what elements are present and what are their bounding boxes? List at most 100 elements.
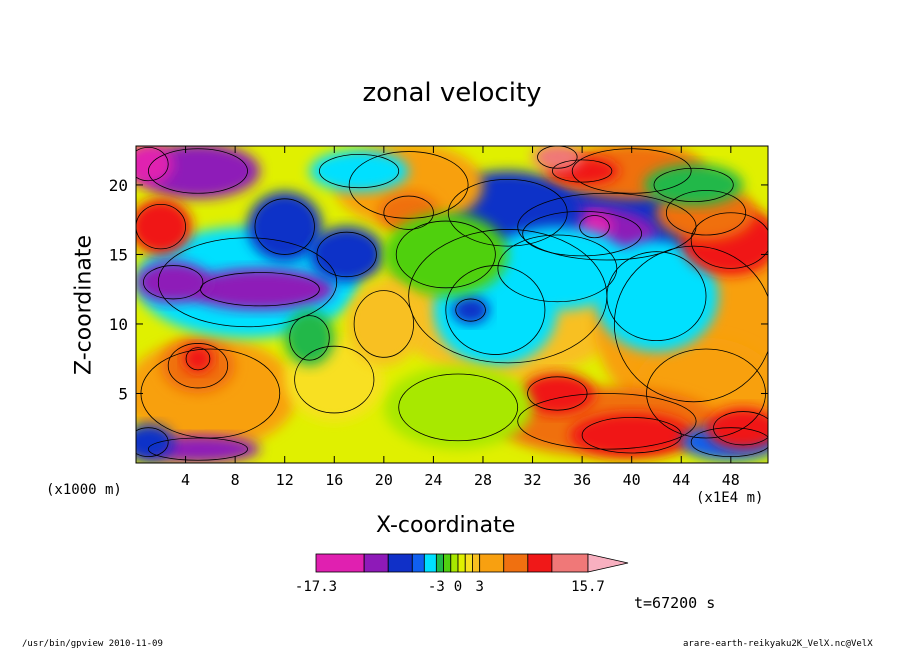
colorbar-segment (411, 553, 425, 573)
contour-line (395, 220, 496, 289)
colorbar-segment (479, 553, 505, 573)
field-contour-region (383, 365, 533, 450)
colorbar-segment (443, 553, 452, 573)
colorbar-tick-label: 15.7 (571, 579, 605, 595)
x-tick-label: 24 (424, 471, 442, 489)
colorbar-extend-arrow (587, 553, 629, 573)
x-tick-label: 28 (474, 471, 492, 489)
contour-line (185, 347, 211, 371)
contour-line (445, 265, 546, 355)
y-unit-label: (x1000 m) (46, 482, 122, 498)
colorbar-segment (450, 553, 459, 573)
contour-line (136, 204, 186, 250)
contour-line (665, 190, 747, 236)
contour-line (447, 178, 568, 247)
field-contour-region (136, 424, 174, 461)
contour-line (136, 146, 169, 182)
x-tick-label: 36 (573, 471, 591, 489)
contour-line (383, 195, 434, 230)
contour-line (713, 411, 768, 446)
footer-left: /usr/bin/gpview 2010-11-09 (22, 639, 163, 649)
contour-line (497, 234, 618, 303)
colorbar-tick-label: -3 (428, 579, 445, 595)
contour-line (579, 215, 610, 239)
contour-line (522, 210, 643, 257)
contour-line (316, 231, 377, 278)
colorbar-segment (457, 553, 466, 573)
x-tick-label: 12 (276, 471, 294, 489)
x-tick-label: 32 (524, 471, 542, 489)
contour-line (143, 265, 204, 300)
y-tick-label: 20 (109, 176, 128, 195)
field-contour-region (383, 212, 508, 297)
contour-line (254, 198, 315, 255)
y-axis-label: Z-coordinate (71, 235, 97, 375)
x-tick-label: 20 (375, 471, 393, 489)
x-unit-label: (x1E4 m) (696, 490, 764, 506)
chart-title: zonal velocity (362, 78, 542, 108)
x-tick-label: 48 (722, 471, 740, 489)
field-contour-region (183, 344, 213, 373)
colorbar-segment (387, 553, 413, 573)
field-contour-region (482, 226, 632, 311)
time-label: t=67200 s (634, 594, 716, 612)
colorbar: -17.3 -3 0 3 15.7 (295, 553, 629, 595)
contour-line (319, 153, 400, 189)
field-contour-region (247, 191, 322, 262)
field-contour-region (532, 146, 583, 172)
contour-line (517, 393, 697, 450)
x-axis-label: X-coordinate (376, 513, 516, 538)
colorbar-segment (472, 553, 481, 573)
contour-line (147, 148, 248, 194)
field-contour-region (185, 268, 335, 311)
colorbar-tick-label: -17.3 (295, 579, 337, 595)
contour-line (527, 376, 588, 411)
colorbar-tick-label: 0 (454, 579, 462, 595)
field-contour-region (346, 282, 422, 366)
field-contour-region (136, 261, 211, 304)
colorbar-segment (315, 553, 365, 573)
footer-right: arare-earth-reikyaku2K_VelX.nc@VelX (683, 639, 873, 649)
y-tick-label: 15 (109, 245, 128, 264)
field-contour-region (136, 198, 192, 255)
contour-line (398, 373, 519, 442)
field-contour-region (309, 150, 409, 192)
contour-line (147, 437, 248, 461)
colorbar-segment (527, 553, 553, 573)
contour-line (289, 315, 330, 361)
field-contour-region (309, 226, 384, 283)
contour-line (353, 290, 414, 358)
x-tick-label: 4 (181, 471, 190, 489)
contour-line (581, 416, 682, 454)
x-tick-label: 40 (623, 471, 641, 489)
colorbar-segment (551, 553, 589, 573)
contour-line (348, 151, 469, 219)
x-tick-label: 8 (231, 471, 240, 489)
contour-line (136, 427, 169, 458)
plot-frame (135, 145, 769, 464)
colorbar-segment (363, 553, 389, 573)
contour-line (157, 237, 338, 328)
field-contour-region (569, 412, 694, 458)
field-contour-region (644, 164, 744, 206)
colorbar-segment (423, 553, 437, 573)
contour-line (455, 298, 486, 322)
contour-line (551, 159, 613, 183)
x-tick-label: 44 (672, 471, 690, 489)
contour-line (167, 343, 229, 389)
contour-line (537, 146, 578, 169)
y-tick-label: 5 (118, 384, 128, 403)
colorbar-segment (464, 553, 473, 573)
field-contour-region (452, 296, 490, 324)
contour-line (613, 245, 768, 403)
contour-line (653, 167, 734, 203)
colorbar-segment (503, 553, 529, 573)
field-contour-region (520, 372, 595, 415)
x-tick-label: 16 (325, 471, 343, 489)
field-contour-region (136, 146, 174, 185)
colorbar-segment (435, 553, 444, 573)
field-contour-region (284, 310, 335, 366)
colorbar-tick-label: 3 (475, 579, 483, 595)
contour-line (690, 212, 768, 269)
